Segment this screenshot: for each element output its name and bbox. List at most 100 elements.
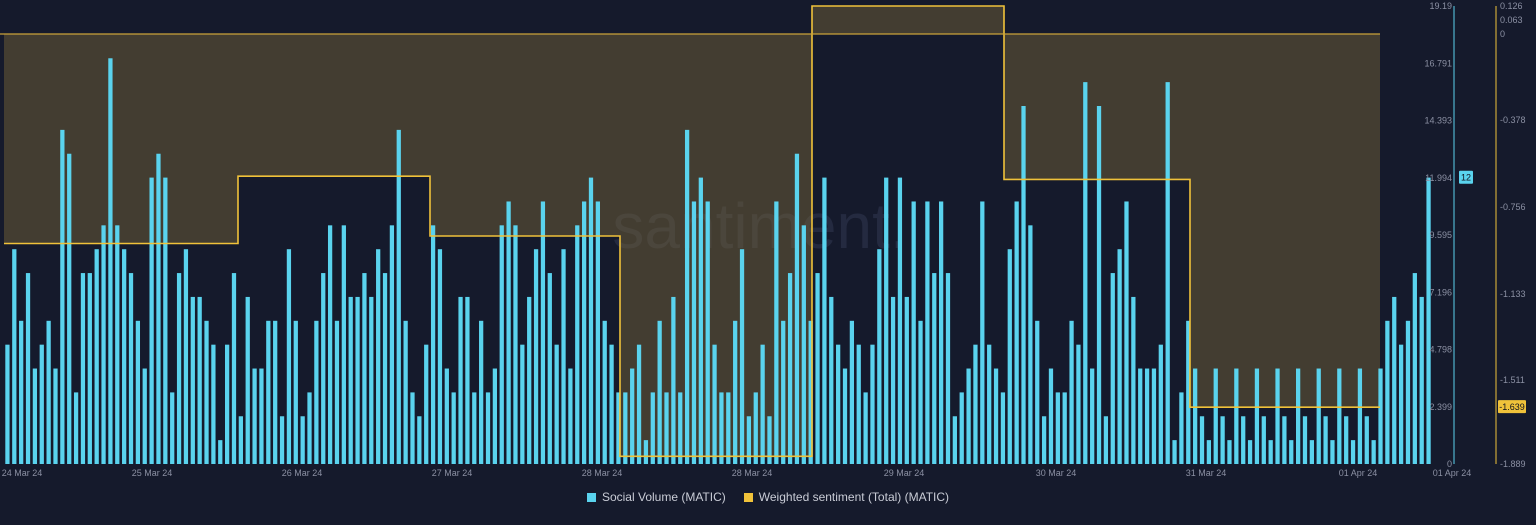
social-volume-bar bbox=[458, 296, 463, 464]
social-volume-bar bbox=[609, 344, 614, 464]
social-volume-bar bbox=[527, 296, 532, 464]
social-volume-bar bbox=[829, 296, 834, 464]
social-volume-bar bbox=[1144, 368, 1150, 464]
social-volume-bar bbox=[691, 201, 697, 464]
social-volume-bars bbox=[5, 58, 1431, 465]
social-volume-bar bbox=[1234, 368, 1239, 464]
social-volume-bar bbox=[19, 320, 24, 464]
social-volume-bar bbox=[1268, 440, 1273, 464]
social-volume-bar bbox=[650, 392, 655, 464]
social-volume-bar bbox=[259, 368, 264, 464]
social-volume-bar bbox=[925, 201, 930, 464]
social-volume-bar bbox=[1179, 392, 1184, 464]
legend-label-weighted-sentiment: Weighted sentiment (Total) (MATIC) bbox=[758, 490, 950, 504]
social-volume-bar bbox=[327, 225, 333, 464]
social-volume-bar bbox=[513, 225, 518, 464]
social-volume-bar bbox=[760, 344, 765, 464]
right-tick-label: -1.133 bbox=[1500, 289, 1526, 299]
social-volume-bar bbox=[815, 273, 820, 464]
social-volume-bar bbox=[897, 177, 903, 464]
social-volume-bar bbox=[636, 344, 642, 464]
social-volume-bar bbox=[1378, 368, 1383, 464]
social-volume-bar bbox=[410, 392, 415, 464]
social-volume-bar bbox=[794, 153, 800, 465]
legend-item-weighted-sentiment[interactable]: Weighted sentiment (Total) (MATIC) bbox=[743, 490, 950, 504]
social-volume-bar bbox=[733, 320, 738, 464]
social-volume-bar bbox=[437, 249, 443, 464]
social-volume-bar bbox=[39, 344, 44, 464]
social-volume-bar bbox=[959, 392, 964, 464]
social-volume-bar bbox=[1364, 416, 1369, 464]
social-volume-bar bbox=[1193, 368, 1198, 464]
social-volume-bar bbox=[870, 344, 875, 464]
social-volume-bar bbox=[753, 392, 758, 464]
legend-item-social-volume[interactable]: Social Volume (MATIC) bbox=[586, 490, 726, 504]
x-tick-label: 29 Mar 24 bbox=[884, 468, 925, 478]
social-volume-swatch bbox=[586, 492, 596, 502]
social-volume-bar bbox=[890, 296, 896, 464]
social-volume-bar bbox=[314, 320, 319, 464]
legend-label-social-volume: Social Volume (MATIC) bbox=[601, 490, 726, 504]
social-volume-bar bbox=[472, 392, 477, 464]
social-volume-bar bbox=[1275, 368, 1280, 464]
sentiment-fill-segment bbox=[812, 6, 1004, 34]
social-volume-bar bbox=[1165, 82, 1170, 464]
social-volume-bar bbox=[1302, 416, 1308, 464]
social-volume-bar bbox=[836, 344, 841, 464]
social-volume-bar bbox=[1323, 416, 1328, 464]
social-volume-bar bbox=[32, 368, 38, 464]
social-volume-bar bbox=[1247, 440, 1253, 464]
social-volume-bar bbox=[183, 249, 189, 464]
social-volume-bar bbox=[1309, 440, 1314, 464]
right-tick-label: 0 bbox=[1500, 29, 1505, 39]
social-volume-bar bbox=[842, 368, 848, 464]
social-volume-bar bbox=[602, 320, 607, 464]
left-tick-label: 14.393 bbox=[1424, 116, 1452, 126]
social-volume-bar bbox=[657, 320, 662, 464]
social-volume-bar bbox=[465, 296, 470, 464]
x-tick-label: 24 Mar 24 bbox=[2, 468, 43, 478]
social-volume-bar bbox=[1151, 368, 1157, 464]
social-volume-bar bbox=[1337, 368, 1342, 464]
social-volume-bar bbox=[25, 273, 31, 464]
sentiment-line-layer bbox=[0, 5, 1380, 458]
social-volume-bar bbox=[1172, 440, 1177, 464]
social-volume-bar bbox=[568, 368, 573, 464]
social-volume-bar bbox=[1350, 440, 1356, 464]
social-volume-bar bbox=[1220, 416, 1225, 464]
right-tick-label: -1.889 bbox=[1500, 459, 1526, 469]
social-volume-bar bbox=[987, 344, 992, 464]
left-tick-label: 16.791 bbox=[1424, 58, 1452, 68]
x-tick-label: 25 Mar 24 bbox=[132, 468, 173, 478]
social-volume-bar bbox=[67, 153, 72, 465]
social-volume-bar bbox=[822, 177, 827, 464]
social-volume-bar bbox=[369, 296, 374, 464]
social-volume-bar bbox=[300, 416, 305, 464]
right-tick-label: -1.511 bbox=[1500, 375, 1525, 385]
social-volume-bar bbox=[643, 440, 649, 464]
x-tick-label: 26 Mar 24 bbox=[282, 468, 323, 478]
social-volume-bar bbox=[678, 392, 683, 464]
left-tick-label: 4.798 bbox=[1429, 345, 1452, 355]
social-volume-bar bbox=[671, 296, 676, 464]
social-volume-bar bbox=[561, 249, 566, 464]
social-volume-bar bbox=[1206, 440, 1212, 464]
sentiment-line bbox=[4, 5, 1380, 458]
social-volume-bar bbox=[1392, 296, 1397, 464]
social-volume-bar bbox=[142, 368, 147, 464]
social-volume-bar bbox=[334, 320, 340, 464]
social-volume-bar bbox=[547, 273, 552, 464]
social-volume-bar bbox=[1021, 106, 1026, 464]
social-volume-bar bbox=[479, 320, 484, 464]
social-volume-bar bbox=[904, 296, 909, 464]
social-volume-bar bbox=[355, 296, 360, 464]
social-volume-bar bbox=[1138, 368, 1143, 464]
social-volume-bar bbox=[616, 392, 621, 464]
social-volume-bar bbox=[781, 320, 786, 464]
left-current-value: 12 bbox=[1461, 173, 1471, 183]
weighted-sentiment-swatch bbox=[743, 492, 753, 502]
social-volume-bar bbox=[163, 177, 168, 464]
social-volume-bar bbox=[430, 225, 436, 464]
